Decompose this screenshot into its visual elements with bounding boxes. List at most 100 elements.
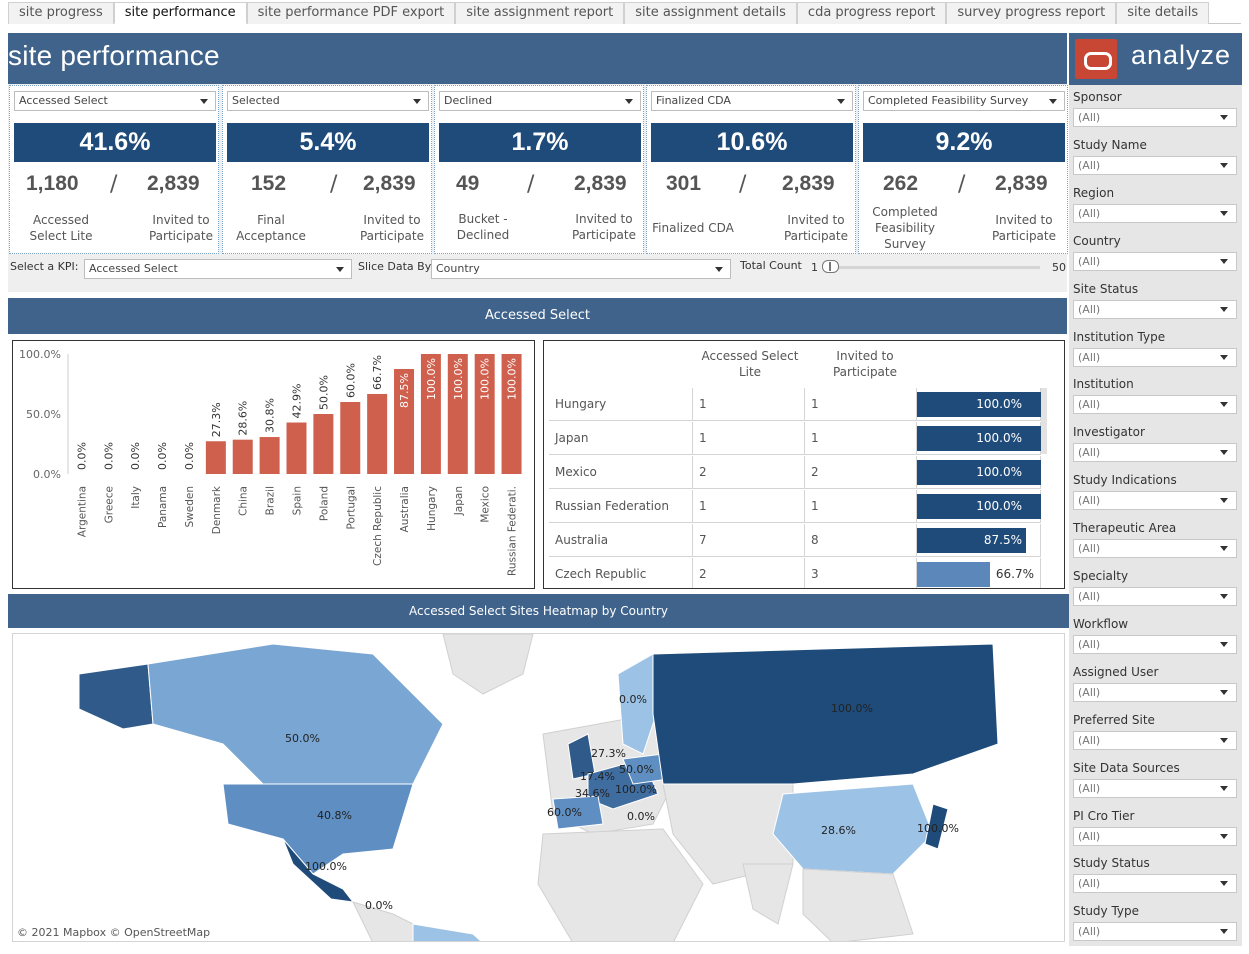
filter-dropdown-country[interactable]: (All) — [1073, 251, 1237, 271]
tab-site-details[interactable]: site details — [1116, 2, 1210, 24]
filter-dropdown-study-name[interactable]: (All) — [1073, 155, 1237, 175]
kpi-card-accessed-select: Accessed Select 41.6% 1,180 / 2,839 Acce… — [9, 85, 219, 254]
filter-dropdown-workflow[interactable]: (All) — [1073, 634, 1237, 654]
kpi-slash: / — [958, 172, 966, 197]
kpi-metric-dropdown[interactable]: Accessed Select — [14, 91, 216, 111]
filter-dropdown-assigned-user[interactable]: (All) — [1073, 682, 1237, 702]
filter-dropdown-specialty[interactable]: (All) — [1073, 587, 1237, 606]
table-cell-country: Hungary — [549, 388, 693, 421]
table-cell-invited-to-participate: 1 — [805, 490, 917, 523]
filter-value: (All) — [1078, 685, 1101, 699]
bar-denmark[interactable] — [205, 441, 226, 474]
filter-dropdown-site-status[interactable]: (All) — [1073, 299, 1237, 319]
bar-china[interactable] — [232, 439, 253, 474]
filter-dropdown-preferred-site[interactable]: (All) — [1073, 730, 1237, 750]
tab-site-progress[interactable]: site progress — [8, 2, 114, 24]
kpi-metric-dropdown[interactable]: Completed Feasibility Survey — [863, 91, 1065, 111]
map-label-mexico: 100.0% — [305, 860, 347, 873]
table-cell-invited-to-participate: 1 — [805, 422, 917, 455]
chevron-down-icon — [1220, 306, 1228, 312]
filter-dropdown-institution-type[interactable]: (All) — [1073, 347, 1237, 367]
y-tick-label: 50.0% — [26, 408, 61, 421]
filter-label-pi-cro-tier: PI Cro Tier — [1073, 808, 1135, 823]
filter-dropdown-site-data-sources[interactable]: (All) — [1073, 778, 1237, 798]
filter-dropdown-investigator[interactable]: (All) — [1073, 443, 1237, 463]
chevron-down-icon — [1220, 929, 1228, 935]
filter-label-study-type: Study Type — [1073, 904, 1140, 919]
bar-data-label: 87.5% — [398, 373, 411, 408]
table-scrollbar[interactable] — [1041, 388, 1047, 454]
bar-brazil[interactable] — [259, 437, 280, 474]
x-tick-label: Japan — [453, 486, 465, 516]
tab-site-assignment-details[interactable]: site assignment details — [624, 2, 797, 24]
bar-poland[interactable] — [313, 414, 334, 474]
bar-japan[interactable] — [447, 354, 468, 474]
filter-label-preferred-site: Preferred Site — [1073, 712, 1155, 727]
kpi-percentage: 5.4% — [227, 123, 429, 162]
filter-dropdown-study-status[interactable]: (All) — [1073, 874, 1237, 894]
chevron-down-icon — [1220, 402, 1228, 408]
bar-data-label: 0.0% — [183, 442, 196, 470]
table-percent-bar — [917, 392, 1041, 417]
table-percent-label: 100.0% — [976, 499, 1022, 513]
total-count-slider-track[interactable] — [828, 266, 1040, 269]
filter-label-assigned-user: Assigned User — [1073, 664, 1159, 679]
filter-dropdown-region[interactable]: (All) — [1073, 203, 1237, 223]
filter-dropdown-therapeutic-area[interactable]: (All) — [1073, 539, 1237, 559]
chevron-down-icon — [1220, 737, 1228, 743]
bar-portugal[interactable] — [340, 402, 361, 474]
filter-label-workflow: Workflow — [1073, 616, 1129, 631]
filter-value: (All) — [1078, 111, 1101, 124]
chevron-down-icon — [413, 99, 421, 104]
kpi-slash: / — [330, 172, 338, 197]
x-tick-label: Brazil — [265, 486, 277, 515]
total-count-slider-handle[interactable] — [822, 260, 839, 273]
y-tick-label: 100.0% — [19, 348, 61, 361]
chevron-down-icon — [1220, 210, 1228, 216]
filter-dropdown-sponsor[interactable]: (All) — [1073, 108, 1237, 127]
filter-dropdown-study-indications[interactable]: (All) — [1073, 491, 1237, 511]
filter-dropdown-study-type[interactable]: (All) — [1073, 922, 1237, 942]
bar-mexico[interactable] — [474, 354, 495, 474]
table-percent-bar — [917, 562, 990, 587]
bar-czech-republic[interactable] — [367, 393, 388, 474]
chevron-down-icon — [1220, 641, 1228, 647]
x-tick-label: Poland — [318, 486, 330, 521]
kpi-percentage: 1.7% — [439, 123, 641, 162]
table-cell-accessed-select-lite: 1 — [693, 388, 805, 421]
bar-russian-federati-[interactable] — [501, 354, 522, 474]
table-percent-bar — [917, 494, 1041, 519]
tab-cda-progress-report[interactable]: cda progress report — [796, 2, 947, 24]
world-heatmap[interactable]: 50.0% 40.8% 100.0% 0.0% 0.0% 27.3% 17.4%… — [12, 633, 1065, 942]
kpi-denominator: 2,839 — [574, 172, 627, 195]
filter-label-site-data-sources: Site Data Sources — [1073, 760, 1180, 775]
chevron-down-icon — [1220, 785, 1228, 791]
kpi-slash: / — [110, 172, 118, 197]
tab-survey-progress-report[interactable]: survey progress report — [946, 2, 1117, 24]
slice-data-dropdown[interactable]: Country — [431, 259, 731, 279]
kpi-select-dropdown[interactable]: Accessed Select — [84, 259, 352, 279]
filter-dropdown-pi-cro-tier[interactable]: (All) — [1073, 826, 1237, 846]
table-cell-invited-to-participate: 3 — [805, 558, 917, 588]
bar-australia[interactable] — [394, 369, 415, 474]
kpi-denominator-label: Invited to Participate — [571, 212, 636, 242]
kpi-slash: / — [527, 172, 535, 197]
bar-spain[interactable] — [286, 422, 307, 474]
tab-site-assignment-report[interactable]: site assignment report — [455, 2, 625, 24]
kpi-metric-dropdown[interactable]: Declined — [439, 91, 641, 111]
slider-min-label: 1 — [811, 261, 818, 274]
filter-value: (All) — [1078, 302, 1101, 316]
tab-site-performance-pdf-export[interactable]: site performance PDF export — [246, 2, 456, 24]
table-row-percent-cell: 100.0% — [917, 490, 1041, 523]
kpi-metric-dropdown[interactable]: Selected — [227, 91, 429, 111]
filter-dropdown-institution[interactable]: (All) — [1073, 395, 1237, 415]
kpi-denominator-label: Invited to Participate — [991, 213, 1056, 243]
filter-value: (All) — [1078, 206, 1101, 220]
kpi-numerator: 301 — [666, 172, 702, 195]
map-attribution: © 2021 Mapbox © OpenStreetMap — [17, 926, 211, 939]
kpi-metric-dropdown[interactable]: Finalized CDA — [651, 91, 853, 111]
tab-site-performance[interactable]: site performance — [113, 2, 247, 24]
filter-value: (All) — [1078, 733, 1101, 747]
table-cell-country: Japan — [549, 422, 693, 455]
bar-hungary[interactable] — [420, 354, 441, 474]
